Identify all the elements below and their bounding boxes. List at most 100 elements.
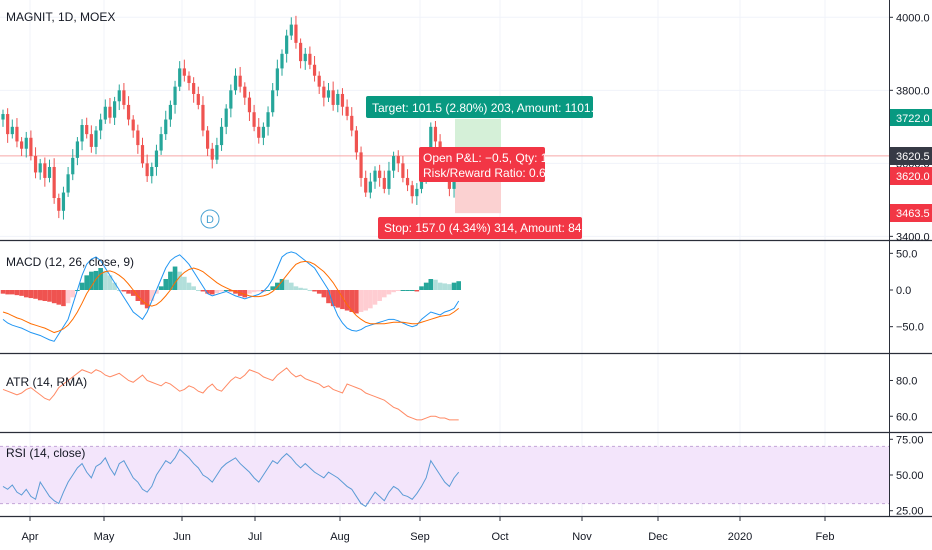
candle[interactable] bbox=[187, 71, 191, 91]
candle[interactable] bbox=[159, 126, 163, 155]
candle[interactable] bbox=[299, 38, 303, 69]
time-axis[interactable]: Apr May Jun Jul Aug Sep Oct Nov Dec 2020 Feb bbox=[21, 517, 834, 543]
candle[interactable] bbox=[312, 56, 317, 82]
candle[interactable] bbox=[1, 109, 5, 127]
candle[interactable] bbox=[340, 88, 345, 116]
candle[interactable] bbox=[303, 47, 307, 70]
candle[interactable] bbox=[145, 154, 149, 182]
candle[interactable] bbox=[117, 84, 121, 111]
candle[interactable] bbox=[396, 150, 400, 173]
candle[interactable] bbox=[52, 158, 56, 204]
atr-line[interactable] bbox=[2, 367, 459, 421]
price-axis[interactable]: 4000.03800.03600.03400.050.00.0−50.080.0… bbox=[889, 12, 930, 518]
rsi-title[interactable]: RSI (14, close) bbox=[6, 446, 85, 460]
candle[interactable] bbox=[24, 131, 28, 158]
candle[interactable] bbox=[113, 96, 117, 125]
candle[interactable] bbox=[308, 46, 312, 70]
candle[interactable] bbox=[47, 159, 52, 183]
candle[interactable] bbox=[392, 151, 396, 178]
candle[interactable] bbox=[154, 144, 159, 176]
candle[interactable] bbox=[252, 104, 256, 132]
candle[interactable] bbox=[224, 104, 228, 135]
candle[interactable] bbox=[243, 82, 247, 105]
candle[interactable] bbox=[410, 180, 414, 204]
rsi-line[interactable] bbox=[2, 448, 460, 508]
candle[interactable] bbox=[364, 170, 368, 197]
candle[interactable] bbox=[85, 117, 89, 139]
candle[interactable] bbox=[433, 120, 438, 151]
candle[interactable] bbox=[387, 161, 391, 195]
candle[interactable] bbox=[285, 29, 289, 63]
candle[interactable] bbox=[336, 89, 340, 113]
candle[interactable] bbox=[345, 99, 349, 121]
target-label-box[interactable]: Target: 101.5 (2.80%) 203, Amount: 1101.… bbox=[366, 96, 601, 118]
candle[interactable] bbox=[261, 122, 265, 146]
candle[interactable] bbox=[405, 169, 410, 192]
candle[interactable] bbox=[382, 170, 386, 194]
candle[interactable] bbox=[271, 83, 275, 117]
candle[interactable] bbox=[80, 119, 84, 151]
candle[interactable] bbox=[266, 106, 270, 136]
candle[interactable] bbox=[38, 158, 42, 180]
candle[interactable] bbox=[317, 71, 321, 94]
candle[interactable] bbox=[10, 119, 14, 139]
candle[interactable] bbox=[89, 125, 93, 153]
candle[interactable] bbox=[136, 124, 140, 154]
candle[interactable] bbox=[140, 137, 145, 168]
candle[interactable] bbox=[61, 186, 66, 220]
rsi-series[interactable] bbox=[0, 445, 889, 508]
candle[interactable] bbox=[196, 86, 200, 110]
candle[interactable] bbox=[401, 156, 405, 183]
candle[interactable] bbox=[280, 49, 284, 76]
macd-line[interactable] bbox=[2, 251, 460, 342]
candle[interactable] bbox=[131, 115, 135, 138]
stop-label-box[interactable]: Stop: 157.0 (4.34%) 314, Amount: 843 bbox=[378, 217, 588, 239]
candle[interactable] bbox=[257, 118, 261, 144]
candle[interactable] bbox=[108, 97, 112, 124]
candle[interactable] bbox=[294, 15, 298, 49]
candle[interactable] bbox=[66, 166, 70, 197]
candle[interactable] bbox=[322, 80, 326, 107]
dividend-marker[interactable]: D bbox=[200, 209, 220, 229]
candle[interactable] bbox=[57, 193, 61, 219]
candle[interactable] bbox=[215, 137, 219, 165]
macd-series[interactable] bbox=[0, 251, 461, 342]
candle[interactable] bbox=[33, 147, 38, 179]
candle[interactable] bbox=[373, 166, 377, 189]
candle[interactable] bbox=[354, 126, 358, 160]
candle[interactable] bbox=[289, 17, 293, 40]
candle[interactable] bbox=[164, 110, 168, 140]
candle[interactable] bbox=[331, 81, 335, 111]
candle[interactable] bbox=[29, 130, 33, 161]
candle[interactable] bbox=[126, 96, 131, 126]
candle[interactable] bbox=[173, 80, 177, 114]
candle[interactable] bbox=[275, 59, 279, 97]
candle[interactable] bbox=[378, 164, 382, 187]
pnl-box[interactable]: Open P&L: −0.5, Qty: 1 Risk/Reward Ratio… bbox=[419, 147, 553, 182]
candle[interactable] bbox=[122, 83, 126, 110]
candle[interactable] bbox=[206, 126, 210, 157]
panel-separators[interactable] bbox=[0, 0, 932, 518]
candle[interactable] bbox=[71, 149, 75, 181]
candle[interactable] bbox=[219, 118, 224, 151]
candle[interactable] bbox=[94, 126, 98, 155]
candle[interactable] bbox=[75, 137, 79, 166]
candle[interactable] bbox=[229, 84, 233, 118]
candle[interactable] bbox=[247, 91, 252, 121]
candle[interactable] bbox=[6, 108, 10, 143]
atr-series[interactable] bbox=[2, 367, 459, 421]
candle[interactable] bbox=[182, 59, 186, 82]
candle[interactable] bbox=[233, 68, 238, 95]
candle[interactable] bbox=[368, 172, 372, 199]
candle[interactable] bbox=[210, 142, 214, 169]
candle[interactable] bbox=[415, 183, 419, 205]
signal-line[interactable] bbox=[2, 260, 460, 334]
candle[interactable] bbox=[99, 113, 103, 140]
candle[interactable] bbox=[201, 96, 205, 137]
atr-title[interactable]: ATR (14, RMA) bbox=[6, 375, 87, 389]
candle[interactable] bbox=[43, 157, 47, 187]
candle[interactable] bbox=[238, 66, 242, 93]
candle[interactable] bbox=[15, 118, 19, 148]
